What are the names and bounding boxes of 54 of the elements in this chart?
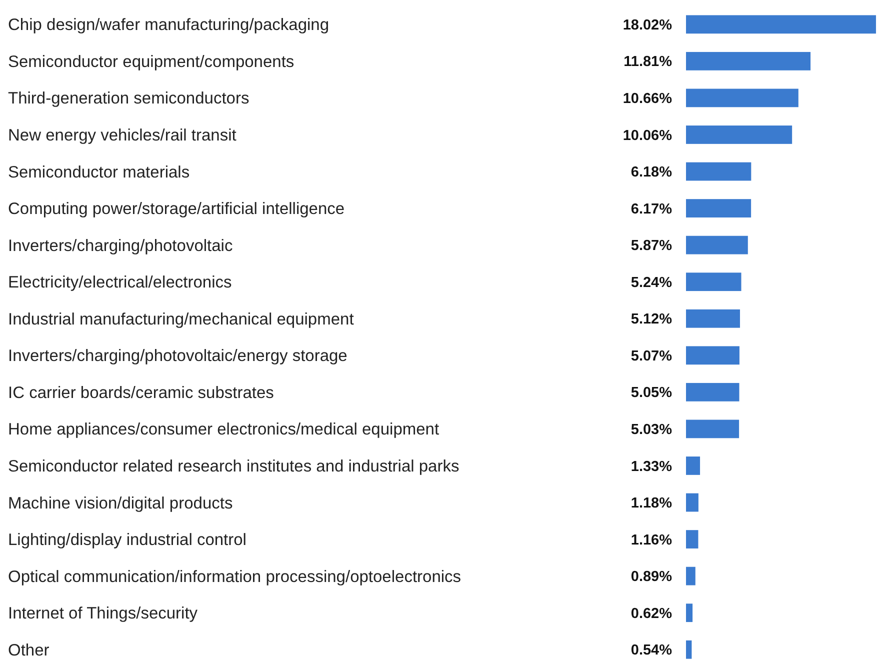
y-tick-label: Inverters/charging/photovoltaic/energy storage xyxy=(8,347,348,366)
data-label: 18.02% xyxy=(622,17,672,34)
y-tick-label: Semiconductor related research institutes and industrial parks xyxy=(8,457,460,476)
data-label: 5.87% xyxy=(630,238,672,254)
y-tick-label: Semiconductor materials xyxy=(8,163,190,182)
bar xyxy=(686,52,811,70)
data-label: 5.12% xyxy=(630,312,672,328)
bar xyxy=(686,272,742,292)
data-label: 10.06% xyxy=(622,128,672,144)
bar xyxy=(686,530,698,548)
data-label: 5.07% xyxy=(630,348,672,364)
y-tick-label: Lighting/display industrial control xyxy=(8,531,246,550)
bar xyxy=(686,236,748,254)
bar xyxy=(686,382,740,402)
y-tick-label: Inverters/charging/photovoltaic xyxy=(8,236,233,255)
y-tick-label: Machine vision/digital products xyxy=(8,494,233,512)
y-tick-label: Chip design/wafer manufacturing/packaging xyxy=(8,16,330,34)
y-tick-label: Industrial manufacturing/mechanical equipment xyxy=(8,310,354,328)
bar xyxy=(686,15,876,34)
data-label: 6.18% xyxy=(630,164,672,181)
bar xyxy=(686,309,740,328)
data-label: 0.62% xyxy=(630,606,672,622)
y-tick-label: Internet of Things/security xyxy=(8,604,198,623)
data-label: 10.66% xyxy=(622,91,672,108)
y-tick-label: Third-generation semiconductors xyxy=(8,90,250,108)
y-tick-label: IC carrier boards/ceramic substrates xyxy=(8,384,274,402)
bar xyxy=(686,162,752,181)
data-label: 1.16% xyxy=(630,532,672,548)
data-label: 5.05% xyxy=(630,385,672,402)
bar xyxy=(686,566,696,586)
data-label: 0.54% xyxy=(630,642,672,659)
y-tick-label: Optical communication/information processing/optoelectronics xyxy=(8,568,462,586)
y-tick-label: Other xyxy=(8,641,50,660)
bar xyxy=(686,493,698,512)
y-tick-label: Computing power/storage/artificial intelligence xyxy=(8,200,345,218)
bar xyxy=(686,346,740,365)
data-label: 11.81% xyxy=(624,54,672,70)
data-label: 1.33% xyxy=(630,458,672,475)
bar xyxy=(686,456,700,475)
data-label: 5.24% xyxy=(630,274,672,291)
data-label: 0.89% xyxy=(630,569,672,586)
bar xyxy=(686,640,692,659)
bar xyxy=(686,420,740,438)
data-label: 1.18% xyxy=(630,496,672,512)
bar xyxy=(686,88,798,108)
y-tick-label: Semiconductor equipment/components xyxy=(8,52,294,71)
bar xyxy=(686,199,752,218)
y-tick-label: Electricity/electrical/electronics xyxy=(8,274,232,292)
y-tick-label: Home appliances/consumer electronics/medical equipment xyxy=(8,420,440,439)
data-label: 5.03% xyxy=(630,422,672,438)
bar xyxy=(686,604,693,622)
y-tick-label: New energy vehicles/rail transit xyxy=(8,126,237,144)
bar xyxy=(686,126,792,144)
data-label: 6.17% xyxy=(630,201,672,218)
